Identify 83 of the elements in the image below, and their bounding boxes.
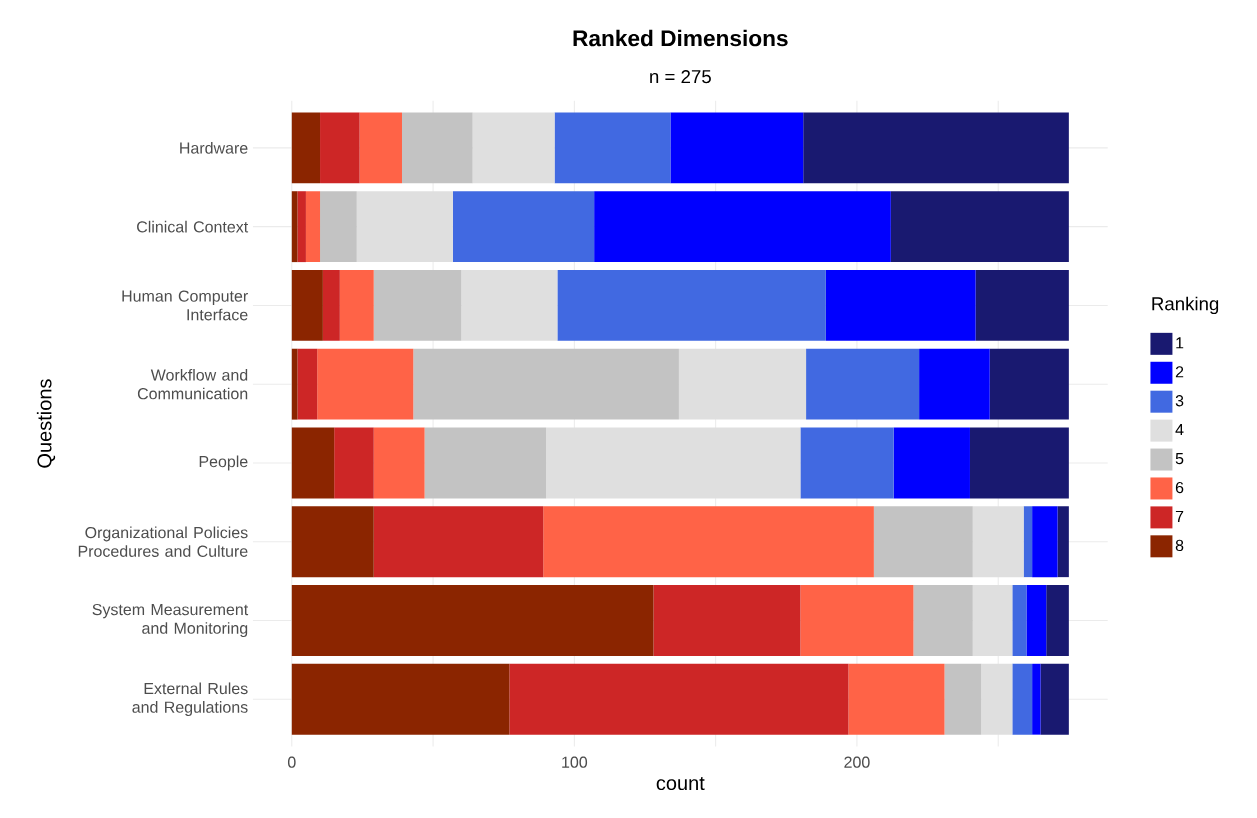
bar bbox=[1026, 584, 1047, 656]
bar bbox=[291, 663, 510, 735]
bar bbox=[913, 584, 973, 656]
bar bbox=[356, 191, 453, 262]
y-tick-label: Organizational Policies Procedures and Culture bbox=[78, 526, 248, 557]
bar bbox=[893, 427, 970, 499]
bar bbox=[1012, 584, 1027, 656]
chart-title: Ranked Dimensions bbox=[573, 29, 788, 47]
bar bbox=[594, 191, 891, 262]
bar bbox=[472, 112, 555, 184]
x-tick-label: 100 bbox=[562, 756, 588, 768]
bar bbox=[297, 348, 318, 420]
bar bbox=[969, 427, 1069, 499]
legend-label: 6 bbox=[1175, 481, 1184, 493]
bar bbox=[334, 427, 374, 499]
legend-title: Ranking bbox=[1152, 296, 1219, 314]
y-tick-label: Clinical Context bbox=[137, 220, 249, 233]
bar bbox=[291, 584, 654, 656]
bar bbox=[291, 112, 321, 184]
y-tick-label: System Measurement and Monitoring bbox=[92, 603, 249, 637]
bar bbox=[557, 269, 826, 341]
y-tick-label: People bbox=[199, 455, 248, 471]
y-tick-label: Workflow and Communication bbox=[137, 368, 248, 400]
bar bbox=[1040, 663, 1069, 735]
y-tick-label: Human Computer Interface bbox=[122, 290, 248, 321]
bar bbox=[554, 112, 671, 184]
bar bbox=[373, 269, 462, 341]
bar bbox=[890, 191, 1069, 262]
bar bbox=[373, 427, 425, 499]
bar bbox=[424, 427, 547, 499]
bar bbox=[509, 663, 849, 735]
bar bbox=[919, 348, 990, 420]
bar bbox=[322, 269, 340, 341]
legend-label: 1 bbox=[1176, 337, 1184, 349]
bar bbox=[461, 269, 558, 341]
bar bbox=[413, 348, 679, 420]
bar bbox=[291, 506, 374, 577]
bar bbox=[373, 506, 544, 577]
bar bbox=[989, 348, 1069, 420]
y-tick-label: External Rules and Regulations bbox=[132, 682, 248, 716]
bar bbox=[543, 506, 874, 577]
legend-label: 8 bbox=[1175, 539, 1184, 551]
legend-label: 4 bbox=[1175, 423, 1184, 435]
bar bbox=[873, 506, 973, 577]
y-tick-label: Hardware bbox=[180, 141, 248, 154]
bar bbox=[305, 191, 321, 262]
bar bbox=[1023, 506, 1033, 577]
legend-label: 7 bbox=[1175, 510, 1184, 522]
bar bbox=[825, 269, 976, 341]
bar bbox=[1046, 584, 1069, 656]
bar bbox=[320, 112, 360, 184]
bar bbox=[291, 427, 335, 499]
bar bbox=[291, 269, 323, 341]
legend-label: 5 bbox=[1175, 452, 1184, 464]
x-tick-label: 0 bbox=[287, 756, 296, 768]
bar bbox=[546, 427, 801, 499]
bar bbox=[1012, 663, 1033, 735]
bar bbox=[452, 191, 595, 262]
bar bbox=[848, 663, 945, 735]
bar bbox=[800, 427, 894, 499]
bar bbox=[297, 191, 306, 262]
x-axis-title: count bbox=[656, 776, 705, 790]
bar bbox=[1032, 663, 1041, 735]
bar bbox=[317, 348, 414, 420]
bar bbox=[1032, 506, 1058, 577]
bar bbox=[339, 269, 374, 341]
legend-label: 3 bbox=[1175, 394, 1184, 407]
bar bbox=[670, 112, 804, 184]
bar bbox=[803, 112, 1069, 184]
bar bbox=[401, 112, 473, 184]
legend-label: 2 bbox=[1175, 365, 1184, 378]
bar bbox=[320, 191, 357, 262]
bar bbox=[800, 584, 914, 656]
chart-subtitle: n = 275 bbox=[650, 69, 711, 84]
bar bbox=[806, 348, 920, 420]
bar bbox=[359, 112, 402, 184]
y-axis-title: Questions bbox=[36, 379, 56, 468]
x-tick-label: 200 bbox=[844, 756, 870, 768]
bar bbox=[975, 269, 1069, 341]
bar bbox=[1057, 506, 1069, 577]
bar bbox=[678, 348, 807, 420]
bar bbox=[653, 584, 801, 656]
bar bbox=[944, 663, 982, 735]
